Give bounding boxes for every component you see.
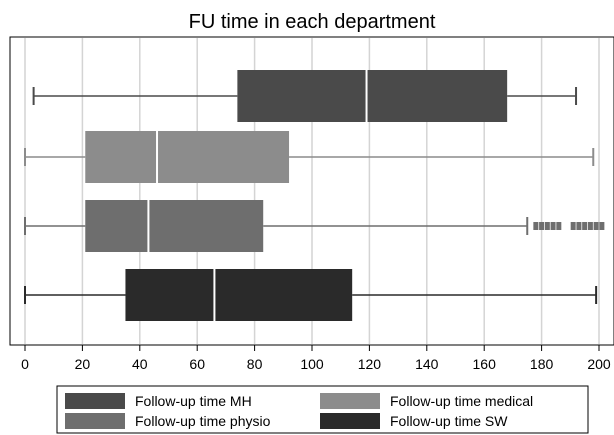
outlier-marker [570,222,576,230]
legend-label: Follow-up time MH [135,393,252,409]
x-tick-label: 80 [247,356,263,372]
box-iqr [237,70,508,122]
box-iqr [85,200,264,252]
box-plot-1 [32,70,578,122]
legend-item-2: Follow-up time medical [320,393,533,409]
legend-item-4: Follow-up time SW [320,413,508,429]
legend-swatch [65,413,125,429]
x-tick-label: 0 [21,356,29,372]
legend: Follow-up time MH Follow-up time medical F… [56,385,589,434]
outlier-marker [550,222,556,230]
legend-label: Follow-up time physio [135,413,271,429]
x-tick-label: 40 [132,356,148,372]
outlier-marker [544,222,550,230]
x-tick-label: 120 [358,356,382,372]
chart-title: FU time in each department [189,11,436,33]
box-plot-4 [24,269,598,321]
outlier-marker [587,222,593,230]
outlier-marker [533,222,539,230]
legend-label: Follow-up time SW [390,413,508,429]
box-plots [24,70,605,321]
outlier-marker [599,222,605,230]
outlier-marker [582,222,588,230]
outlier-marker [556,222,562,230]
x-tick-label: 100 [300,356,324,372]
x-tick-label: 20 [75,356,91,372]
legend-swatch [65,393,125,409]
legend-item-1: Follow-up time MH [65,393,252,409]
x-tick-label: 160 [473,356,497,372]
legend-label: Follow-up time medical [390,393,533,409]
box-plot-3 [24,200,605,252]
legend-item-3: Follow-up time physio [65,413,271,429]
x-tick-label: 180 [530,356,554,372]
outlier-marker [539,222,545,230]
x-tick-label: 140 [415,356,439,372]
legend-swatch [320,413,380,429]
x-axis: 0 20 40 60 80 100 120 140 160 180 200 [21,345,611,372]
x-tick-label: 60 [189,356,205,372]
outlier-marker [593,222,599,230]
box-plot-2 [24,131,595,183]
box-iqr [85,131,290,183]
box-iqr [125,269,353,321]
outlier-marker [576,222,582,230]
legend-swatch [320,393,380,409]
x-tick-label: 200 [587,356,611,372]
